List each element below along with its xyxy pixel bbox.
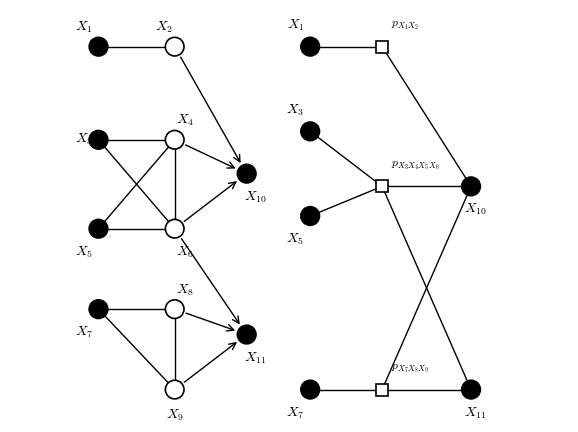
Circle shape [301, 37, 320, 56]
Circle shape [462, 380, 480, 399]
Text: $X_9$: $X_9$ [166, 407, 184, 422]
Text: $X_{11}$: $X_{11}$ [244, 350, 266, 365]
Circle shape [89, 219, 108, 238]
Text: $X_{11}$: $X_{11}$ [464, 405, 487, 420]
Text: $X_5$: $X_5$ [75, 245, 92, 260]
Text: $X_1$: $X_1$ [75, 20, 92, 35]
Circle shape [165, 37, 184, 56]
Text: $X_5$: $X_5$ [287, 232, 304, 247]
Circle shape [165, 380, 184, 399]
Text: $X_7$: $X_7$ [75, 325, 93, 340]
Text: $X_1$: $X_1$ [287, 18, 304, 33]
Circle shape [89, 37, 108, 56]
Circle shape [301, 122, 320, 141]
Text: $p_{X_3 X_4 X_5 X_6}$: $p_{X_3 X_4 X_5 X_6}$ [391, 159, 439, 172]
Text: $X_2$: $X_2$ [155, 20, 173, 35]
Circle shape [238, 325, 256, 344]
Bar [376, 384, 388, 396]
Text: $X_6$: $X_6$ [176, 245, 194, 260]
Circle shape [89, 130, 108, 149]
Circle shape [165, 300, 184, 318]
Text: $X_4$: $X_4$ [176, 113, 194, 128]
Circle shape [301, 206, 320, 226]
Text: $X_3$: $X_3$ [287, 102, 304, 118]
Circle shape [89, 300, 108, 318]
Text: $X_7$: $X_7$ [286, 405, 305, 420]
Circle shape [301, 380, 320, 399]
Bar [376, 41, 388, 53]
Text: $X_8$: $X_8$ [176, 283, 194, 298]
Text: $X_{10}$: $X_{10}$ [464, 202, 487, 217]
Circle shape [165, 130, 184, 149]
Text: $X_{10}$: $X_{10}$ [244, 189, 266, 205]
Text: $X_3$: $X_3$ [75, 132, 92, 147]
Circle shape [165, 219, 184, 238]
Bar [376, 181, 388, 192]
Text: $p_{X_1 X_2}$: $p_{X_1 X_2}$ [391, 19, 418, 32]
Circle shape [238, 164, 256, 183]
Circle shape [462, 177, 480, 196]
Text: $p_{X_7 X_8 X_9}$: $p_{X_7 X_8 X_9}$ [391, 362, 429, 375]
